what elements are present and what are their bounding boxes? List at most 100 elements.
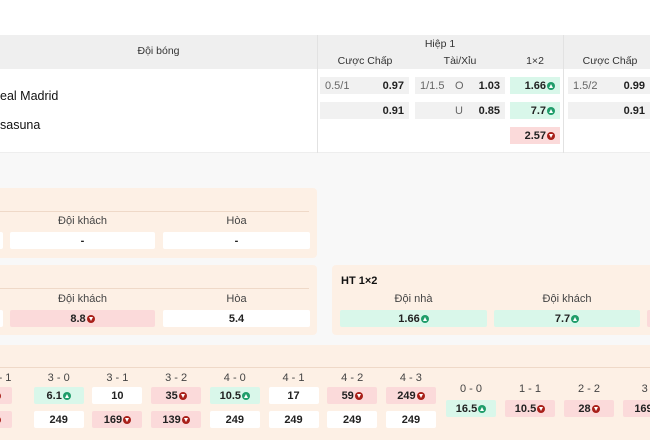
draw-odds-cell[interactable] <box>647 310 650 327</box>
odds-value: 6.1 <box>46 389 62 402</box>
arrow-up-icon <box>242 391 250 400</box>
score-odds-cell[interactable]: 10.5 <box>505 400 555 417</box>
odds-value: 249 <box>397 389 416 402</box>
arrow-up-icon <box>547 106 555 115</box>
away-odds-cell[interactable]: 8.8 <box>10 310 155 327</box>
odds-value: 10.5 <box>219 389 241 402</box>
odds-cell[interactable]: 2.57 <box>510 127 560 144</box>
arrow-up-icon <box>62 391 71 400</box>
arrow-down-icon <box>354 391 363 400</box>
score-odds-cell[interactable]: 169 <box>92 411 143 428</box>
ou-side: U <box>455 104 463 117</box>
score-odds-cell[interactable]: 249 <box>33 411 84 428</box>
arrow-down-icon <box>416 391 425 400</box>
arrow-down-icon <box>0 391 1 400</box>
draw-odds-cell[interactable]: - <box>163 232 310 249</box>
home-label: Đội nhà <box>394 293 433 305</box>
score-odds-cell[interactable]: 249 <box>385 411 436 428</box>
score-odds-cell[interactable]: 16.5 <box>446 400 496 417</box>
divider <box>0 288 309 289</box>
odds-value: 5.4 <box>228 312 245 325</box>
odds-value: 249 <box>225 413 244 426</box>
arrow-down-icon <box>0 415 1 424</box>
arrow-down-icon <box>123 415 132 424</box>
team-column-header: Đội bóng <box>137 45 180 57</box>
score-odds-cell[interactable]: 169 <box>623 400 650 417</box>
score-odds-cell[interactable]: 5 <box>0 411 12 428</box>
divider <box>563 35 564 69</box>
score-label: 4 - 2 <box>341 372 364 384</box>
odds-value: 249 <box>49 413 68 426</box>
odds-value: 16.5 <box>455 402 478 415</box>
score-label: 0 - 0 <box>459 383 482 395</box>
home-odds-cell[interactable] <box>0 310 3 327</box>
score-label: 3 - 1 <box>106 372 129 384</box>
score-label: - 1 <box>0 372 12 384</box>
score-odds-cell[interactable]: 6.1 <box>33 387 84 404</box>
odds-cell[interactable]: 1.5/2 0.99 <box>568 77 650 94</box>
odds-value: 1.03 <box>478 79 500 92</box>
odds-table-header: Đội bóng Hiệp 1 Cược Chấp Tài/Xỉu 1×2 Cư… <box>0 35 650 69</box>
home-odds-cell[interactable]: 1.66 <box>340 310 487 327</box>
odds-value: 10.5 <box>514 402 537 415</box>
odds-value: 2.57 <box>524 129 546 142</box>
odds-value: 249 <box>401 413 421 426</box>
odds-value: 8.8 <box>70 312 86 325</box>
score-odds-cell[interactable]: 139 <box>151 411 202 428</box>
col-ft-handicap: Cược Chấp <box>582 55 638 67</box>
col-over-under: Tài/Xỉu <box>443 55 477 67</box>
home-team-name[interactable]: eal Madrid <box>0 89 59 103</box>
score-label: 4 - 3 <box>399 372 422 384</box>
correct-score-card: - 1 2 5 3 - 0 6.1 249 3 - 1 10 169 3 - 2 35 139 4 - … <box>0 345 650 440</box>
half-header: Hiệp 1 <box>424 38 456 50</box>
away-label: Đội khách <box>58 215 107 227</box>
odds-cell[interactable]: 1.66 <box>510 77 560 94</box>
odds-value: 249 <box>343 413 362 426</box>
top-bar <box>0 0 650 35</box>
score-label: 4 - 0 <box>223 372 246 384</box>
away-team-name[interactable]: sasuna <box>0 118 41 132</box>
score-odds-cell[interactable]: 10.5 <box>209 387 260 404</box>
away-label: Đội khách <box>58 293 107 305</box>
score-odds-cell[interactable]: 35 <box>151 387 202 404</box>
away-odds-cell[interactable]: 7.7 <box>494 310 640 327</box>
handicap-line: 1.5/2 <box>573 79 598 92</box>
divider <box>317 35 318 69</box>
odds-cell[interactable]: 1/1.5 O 1.03 <box>415 77 505 94</box>
score-odds-cell[interactable]: 10 <box>92 387 143 404</box>
score-odds-cell[interactable]: 249 <box>327 411 378 428</box>
odds-value: 169 <box>103 413 123 426</box>
draw-odds-cell[interactable]: 5.4 <box>163 310 310 327</box>
score-odds-cell[interactable]: 249 <box>385 387 436 404</box>
ou-line: 1/1.5 <box>420 79 445 92</box>
score-label: 3 - <box>641 383 650 395</box>
odds-value: 0.91 <box>382 104 404 117</box>
divider <box>317 69 318 153</box>
score-odds-cell[interactable]: 249 <box>209 411 260 428</box>
divider <box>563 69 564 153</box>
handicap-line: 0.5/1 <box>325 79 350 92</box>
score-label: 2 - 2 <box>577 383 600 395</box>
draw-label: Hòa <box>226 293 247 305</box>
divider <box>0 367 650 368</box>
score-odds-cell[interactable]: 28 <box>564 400 614 417</box>
odds-cell[interactable]: U 0.85 <box>415 102 505 119</box>
score-odds-cell[interactable]: 249 <box>268 411 319 428</box>
arrow-down-icon <box>86 314 95 323</box>
score-odds-cell[interactable]: 2 <box>0 387 12 404</box>
home-odds-cell[interactable] <box>0 232 3 249</box>
odds-cell[interactable]: 7.7 <box>510 102 560 119</box>
ht-1x2-card: HT 1×2 Đội nhà Đội khách 1.66 7.7 <box>332 265 650 335</box>
divider <box>0 211 309 212</box>
odds-table-body: eal Madrid sasuna 0.5/1 0.97 0.91 1/1.5 O 1… <box>0 69 650 153</box>
odds-cell[interactable]: 0.91 <box>568 102 650 119</box>
score-label: 4 - 1 <box>282 372 305 384</box>
arrow-up-icon <box>420 314 429 323</box>
away-odds-cell[interactable]: - <box>10 232 155 249</box>
odds-cell[interactable]: 0.5/1 0.97 <box>320 77 409 94</box>
odds-cell[interactable]: 0.91 <box>320 102 409 119</box>
odds-value: 59 <box>341 389 354 402</box>
score-odds-cell[interactable]: 59 <box>327 387 378 404</box>
market-card: Đội khách Hòa 8.8 5.4 <box>0 265 317 335</box>
score-odds-cell[interactable]: 17 <box>268 387 319 404</box>
